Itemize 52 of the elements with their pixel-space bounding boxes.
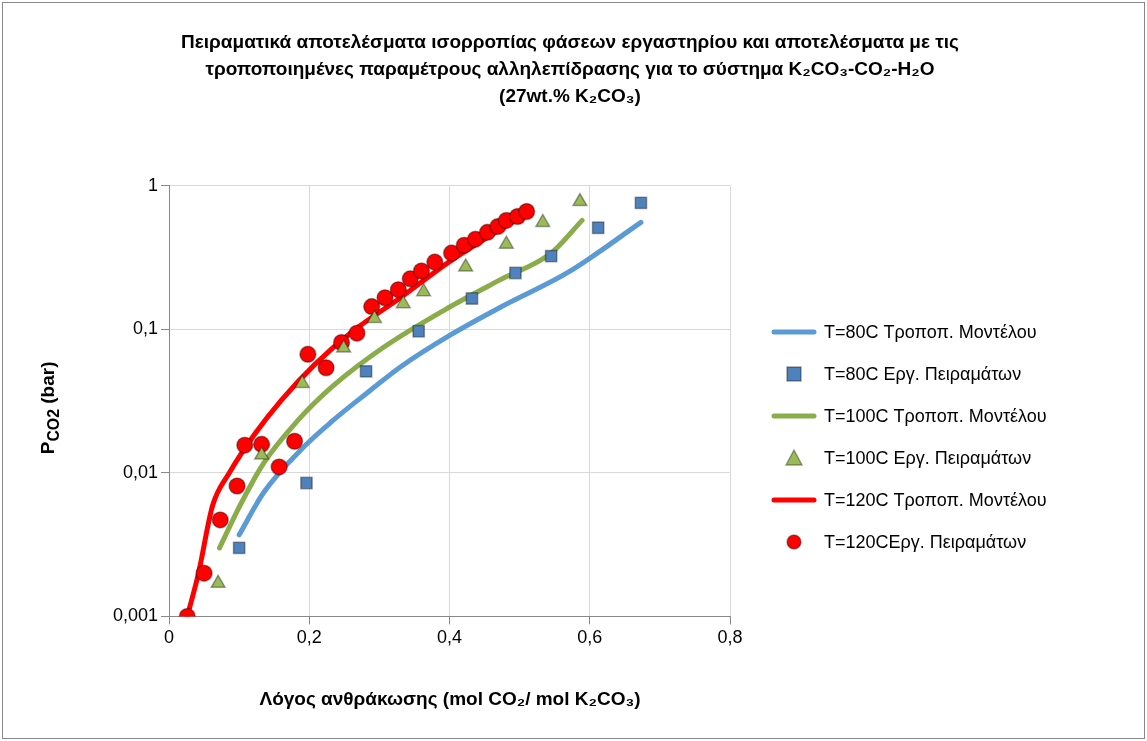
point — [211, 511, 229, 529]
point — [228, 477, 246, 495]
point — [317, 358, 335, 377]
legend-label: T=80C Εργ. Πειραμάτων — [824, 363, 1022, 386]
point — [335, 339, 352, 353]
point — [232, 541, 246, 555]
point — [299, 345, 317, 364]
point — [442, 244, 461, 262]
x-tick-label: 0,2 — [296, 627, 322, 648]
point — [426, 253, 444, 271]
point — [517, 202, 536, 221]
x-tick-label: 0,4 — [437, 627, 463, 648]
x-tick-label: 0,6 — [577, 627, 603, 648]
point — [457, 258, 474, 272]
point — [195, 564, 213, 582]
legend-label: T=100C Εργ. Πειραμάτων — [824, 447, 1032, 470]
legend-label: T=120C Τροποπ. Μοντέλου — [824, 489, 1047, 512]
y-tick-label: 1 — [148, 174, 159, 195]
point — [465, 292, 479, 305]
y-tick-label: 0,001 — [113, 605, 159, 626]
point — [300, 476, 313, 490]
point — [210, 574, 226, 589]
point — [412, 324, 426, 338]
point — [591, 221, 605, 235]
legend-label: T=120CΕργ. Πειραμάτων — [824, 531, 1027, 554]
legend-label: T=100C Τροποπ. Μοντέλου — [824, 405, 1047, 428]
point — [270, 458, 288, 476]
point — [376, 288, 394, 307]
point — [253, 446, 270, 460]
y-tick-label: 0,1 — [133, 318, 159, 339]
point — [535, 213, 551, 228]
point — [572, 192, 588, 207]
point — [348, 324, 366, 342]
point — [389, 280, 408, 299]
point — [415, 282, 432, 297]
legend-label: T=80C Τροποπ. Μοντέλου — [824, 321, 1037, 344]
point — [395, 294, 411, 309]
y-tick-label: 0,01 — [123, 461, 159, 482]
point — [366, 309, 383, 324]
point — [359, 364, 373, 378]
x-tick-label: 0,8 — [717, 627, 743, 648]
point — [236, 436, 254, 454]
x-tick-label: 0 — [164, 627, 175, 648]
x-axis-title: Λόγος ανθράκωσης (mol CO₂/ mol K₂CO₃) — [258, 688, 642, 710]
point — [498, 235, 514, 249]
point — [285, 432, 304, 451]
point — [544, 249, 558, 263]
chart-title: Πειραματικά αποτελέσματα ισορροπίας φάσεων εργαστηρίου και αποτελέσματα με τις τροποποιημένες παραμέτρους αλληλεπίδρασης για το σύστημα K₂CO₃-CO₂-H₂O — [181, 31, 959, 79]
chart-subtitle: (27wt.% K₂CO₃) — [499, 85, 641, 106]
point — [294, 374, 310, 389]
point — [412, 262, 431, 280]
point — [509, 266, 522, 280]
